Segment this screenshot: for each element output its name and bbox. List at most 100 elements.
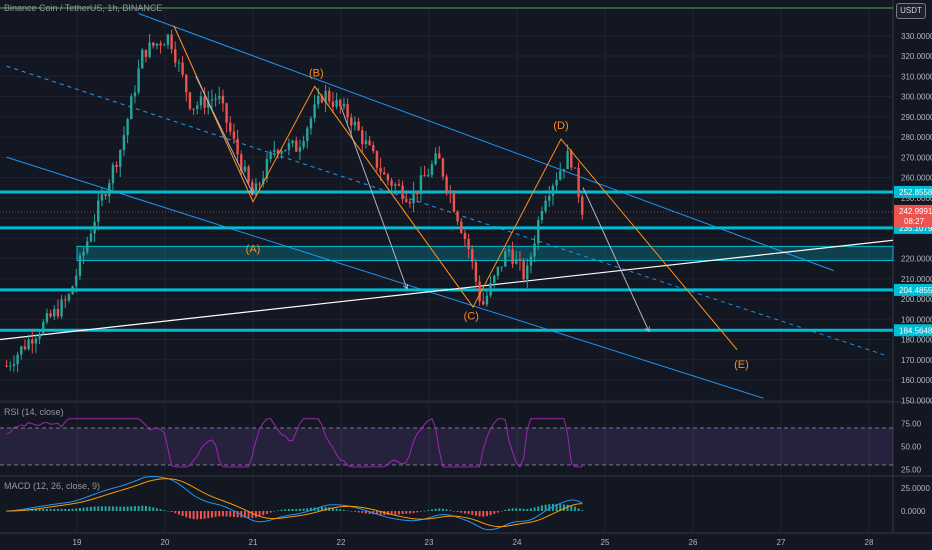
projection-arrow[interactable]: [195, 76, 254, 194]
macd-histogram-bar: [225, 511, 228, 517]
price-tick-label: 220.0000: [901, 255, 932, 264]
candle-body: [412, 191, 415, 204]
candle-body: [471, 249, 474, 262]
macd-histogram-bar: [104, 506, 107, 511]
candle-body: [408, 201, 412, 204]
candle-body: [20, 346, 23, 355]
projection-arrows: [195, 76, 650, 333]
rsi-tick-label: 25.00: [901, 466, 922, 475]
candle-body: [38, 333, 41, 339]
candle-body: [280, 151, 283, 154]
candle-body: [111, 164, 115, 184]
wave-guide-line: [173, 25, 254, 202]
currency-button[interactable]: USDT: [896, 3, 926, 19]
candle-body: [42, 322, 45, 334]
price-axis[interactable]: [893, 0, 932, 550]
projection-arrow[interactable]: [340, 106, 408, 290]
time-tick-label: 27: [777, 538, 786, 547]
price-tick-label: 260.0000: [901, 174, 932, 183]
candle-body: [144, 49, 148, 57]
candle-body: [122, 135, 126, 151]
macd-histogram-bar: [515, 508, 518, 511]
candle-body: [566, 150, 569, 170]
candle-body: [555, 179, 558, 186]
price-tick-label: 300.0000: [901, 93, 932, 102]
level-price-badge: [894, 185, 932, 198]
candle-body: [342, 103, 346, 107]
channel-lower-line[interactable]: [6, 156, 764, 399]
candle-body: [346, 103, 349, 118]
macd-histogram-bar: [423, 510, 426, 512]
macd-histogram-bar: [320, 506, 323, 511]
macd-histogram-bar: [500, 511, 503, 512]
macd-histogram-bar: [273, 511, 276, 512]
macd-histogram-bar: [192, 511, 195, 520]
macd-histogram-bar: [298, 508, 301, 511]
candle-body: [130, 96, 133, 120]
macd-histogram-bar: [529, 508, 532, 511]
price-tick-label: 210.0000: [901, 275, 932, 284]
macd-histogram-bar: [75, 508, 78, 511]
candle-body: [284, 149, 287, 152]
level-price-badge: [894, 283, 932, 296]
candle-body: [251, 182, 254, 196]
candle-body: [218, 96, 221, 99]
candle-body: [247, 166, 250, 183]
macd-histogram-bar: [115, 506, 118, 511]
macd-histogram-bar: [474, 511, 477, 516]
rsi-title: RSI (14, close): [4, 407, 64, 417]
price-axis-labels: 330.0000 320.0000 310.0000 300.0000 290.0000…: [901, 32, 932, 406]
elliott-waves: (A) (B) (C) (D) (E): [173, 25, 749, 371]
candle-body: [500, 266, 503, 268]
candle-body: [214, 98, 217, 100]
macd-histogram-bar: [185, 511, 188, 518]
macd-histogram-bar: [419, 511, 422, 512]
price-tick-label: 330.0000: [901, 32, 932, 41]
price-badges: 252.8558 235.1079 204.4855 184.5648 242.9991…: [0, 185, 932, 337]
candle-body: [562, 169, 566, 171]
projection-arrow[interactable]: [582, 187, 650, 332]
macd-histogram-bar: [265, 511, 268, 514]
candle-body: [53, 309, 56, 317]
macd-histogram-bar: [181, 511, 184, 516]
macd-histogram-bar: [269, 511, 272, 513]
macd-histogram-bar: [485, 511, 488, 517]
candle-body: [313, 104, 316, 119]
macd-histogram-bar: [346, 510, 349, 512]
candle-body: [97, 200, 100, 222]
macd-histogram-bar: [221, 511, 224, 517]
candle-body: [416, 191, 419, 195]
macd-histogram-bar: [555, 503, 558, 511]
candle-body: [302, 141, 305, 148]
last-price-badge: [894, 204, 932, 227]
candle-body: [207, 100, 210, 108]
macd-histogram-bar: [203, 511, 206, 519]
candle-body: [159, 43, 162, 46]
time-tick-label: 21: [249, 538, 258, 547]
ascending-trendline[interactable]: [0, 239, 894, 341]
macd-histogram-bar: [108, 506, 111, 511]
last-price-label: 242.9991: [899, 207, 932, 216]
time-tick-label: 20: [161, 538, 170, 547]
support-zone-rect[interactable]: [76, 245, 894, 262]
candle-body: [196, 105, 199, 109]
macd-histogram-bar: [350, 511, 353, 512]
macd-histogram-bar: [570, 505, 573, 511]
signal-line: [6, 478, 583, 528]
macd-histogram-bar: [408, 511, 411, 514]
channel-middle-line[interactable]: [6, 65, 887, 357]
candle-body: [170, 34, 173, 50]
time-tick-label: 28: [865, 538, 874, 547]
macd-histogram-bar: [218, 511, 221, 517]
macd-histogram-bar: [284, 509, 287, 511]
candle-body: [320, 95, 324, 103]
macd-histogram-bar: [335, 508, 338, 511]
macd-title: MACD (12, 26, close, 9): [4, 481, 101, 491]
level-price-label: 252.8558: [899, 188, 932, 197]
price-pane[interactable]: [0, 0, 893, 402]
macd-histogram-bar: [174, 511, 177, 514]
candle-body: [306, 128, 309, 142]
macd-histogram-bar: [467, 511, 470, 515]
macd-histogram-bar: [247, 511, 250, 518]
